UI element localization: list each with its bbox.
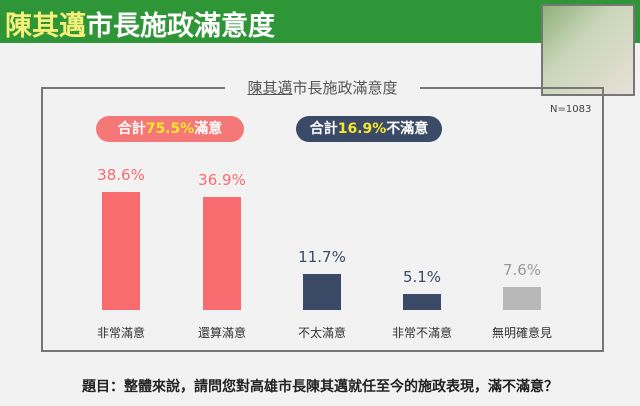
chart-title: 陳其邁市長施政滿意度: [225, 77, 420, 98]
value-label: 5.1%: [402, 268, 442, 287]
category-label: 還算滿意: [197, 326, 246, 340]
category-label: 無明確意見: [491, 326, 552, 340]
bar: [303, 274, 341, 310]
survey-question: 題目：整體來說，請問您對高雄市長陳其邁就任至今的施政表現，滿不滿意？: [82, 379, 558, 395]
category-label: 不太滿意: [297, 326, 346, 340]
page-title: 陳其邁市長施政滿意度: [5, 11, 275, 42]
dissatisfied-total-badge: 合計16.9%不滿意: [296, 116, 442, 142]
frame-top-left: [41, 87, 226, 89]
satisfied-total-badge: 合計75.5%滿意: [96, 116, 244, 142]
header-banner: 陳其邁市長施政滿意度: [0, 0, 640, 43]
bar: [503, 286, 541, 310]
bar: [403, 294, 441, 310]
value-label: 11.7%: [298, 248, 346, 267]
bar: [102, 192, 140, 310]
value-label: 7.6%: [502, 260, 542, 279]
category-label: 非常不滿意: [391, 326, 452, 340]
mayor-photo: [541, 4, 635, 96]
sample-size: N=1083: [550, 104, 592, 115]
frame-top-right: [420, 87, 604, 89]
value-label: 38.6%: [97, 166, 145, 184]
bar: [203, 197, 241, 310]
value-label: 36.9%: [198, 171, 246, 190]
chart-frame: [41, 88, 604, 352]
category-label: 非常滿意: [96, 326, 145, 340]
